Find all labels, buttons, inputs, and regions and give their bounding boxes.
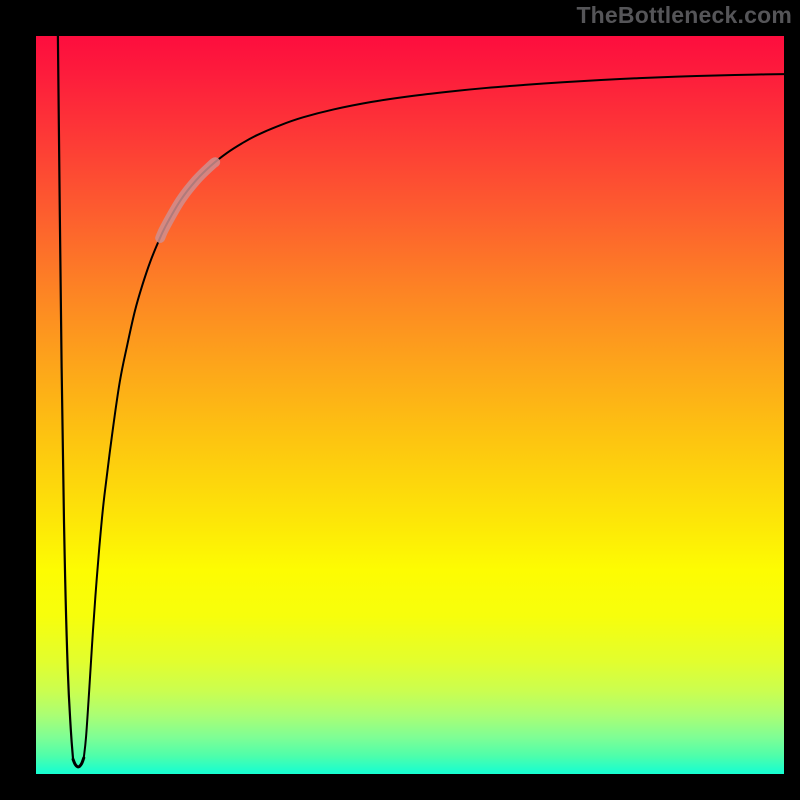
plot-svg xyxy=(28,28,792,782)
watermark-label: TheBottleneck.com xyxy=(576,2,792,29)
plot-area xyxy=(28,28,792,782)
gradient-background xyxy=(28,28,792,782)
chart-frame: TheBottleneck.com xyxy=(0,0,800,800)
